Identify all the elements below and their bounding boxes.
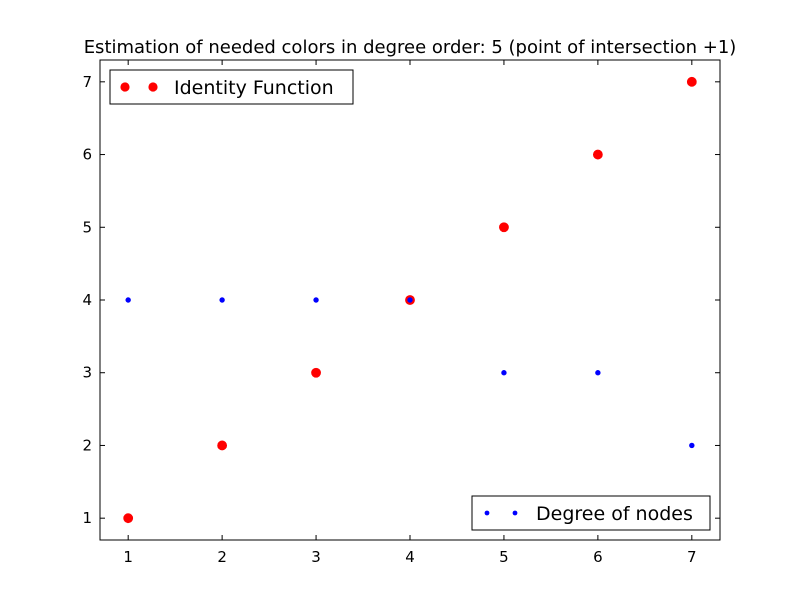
y-tick-label: 1 — [82, 509, 92, 527]
x-tick-label: 1 — [123, 548, 133, 566]
data-point-series-1 — [501, 370, 507, 376]
x-tick-label: 2 — [217, 548, 227, 566]
data-point-series-1 — [595, 370, 601, 376]
y-tick-label: 7 — [82, 73, 92, 91]
legend-box — [471, 495, 711, 531]
data-point-series-1 — [219, 297, 225, 303]
x-tick-label: 7 — [687, 548, 697, 566]
chart-title: Estimation of needed colors in degree or… — [84, 37, 737, 58]
x-tick-label: 6 — [593, 548, 603, 566]
x-tick-label: 3 — [311, 548, 321, 566]
legend-label: Identity Function — [174, 77, 334, 99]
legend-marker — [512, 510, 518, 516]
data-point-series-0 — [217, 440, 228, 451]
legend-marker — [120, 82, 130, 92]
data-point-series-0 — [686, 76, 697, 87]
data-point-series-1 — [313, 297, 319, 303]
data-point-series-0 — [499, 222, 509, 233]
axes: 1 2 3 4 5 6 7 1 2 3 4 5 6 7 — [82, 59, 721, 566]
legend-marker — [148, 82, 158, 92]
legend-marker — [484, 510, 490, 516]
y-tick-label: 4 — [82, 291, 92, 309]
data-point-series-0 — [592, 149, 603, 160]
data-point-series-1 — [407, 297, 413, 303]
data-point-series-0 — [123, 513, 134, 524]
data-points — [123, 76, 697, 524]
legend-1: Degree of nodes — [471, 495, 711, 531]
legends: Identity Function Degree of nodes — [109, 69, 711, 531]
data-point-series-1 — [125, 297, 131, 303]
data-point-series-1 — [689, 442, 695, 449]
x-tick-label: 5 — [499, 548, 509, 566]
legend-0: Identity Function — [109, 69, 354, 105]
legend-label: Degree of nodes — [536, 503, 693, 525]
y-tick-label: 6 — [82, 146, 92, 164]
data-point-series-0 — [311, 367, 321, 378]
y-tick-label: 5 — [82, 218, 92, 236]
x-tick-label: 4 — [405, 548, 415, 566]
y-tick-label: 2 — [82, 436, 92, 454]
y-tick-label: 3 — [82, 364, 92, 382]
